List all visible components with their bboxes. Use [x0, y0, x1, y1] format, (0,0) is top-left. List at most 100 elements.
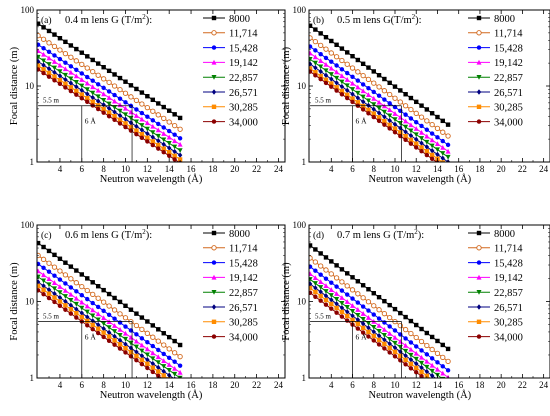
legend-label: 22,857: [494, 73, 523, 84]
data-point: [350, 54, 355, 59]
data-point: [52, 32, 57, 37]
data-point: [360, 304, 366, 309]
data-point: [37, 54, 41, 60]
data-point: [387, 336, 393, 342]
data-point: [381, 109, 387, 115]
x-tick-label: 10: [390, 380, 400, 390]
data-point: [387, 314, 393, 321]
data-point: [95, 82, 101, 87]
data-point: [128, 124, 134, 130]
data-point: [309, 255, 313, 261]
data-point: [376, 307, 382, 313]
data-point: [376, 322, 382, 328]
data-point: [318, 272, 323, 277]
data-point: [403, 137, 408, 143]
data-point: [37, 42, 41, 47]
legend-label: 11,714: [229, 29, 258, 40]
series-19142: [37, 48, 183, 147]
data-point: [309, 243, 313, 248]
x-tick-label: 12: [412, 164, 421, 174]
data-point: [376, 115, 382, 120]
data-point: [79, 71, 84, 76]
data-point: [57, 62, 63, 68]
data-point: [73, 73, 79, 79]
data-point: [345, 50, 350, 55]
legend-entry: 22,857: [468, 73, 523, 84]
data-point: [134, 353, 139, 359]
data-point: [414, 360, 419, 367]
data-point: [172, 144, 178, 150]
series-8000: [309, 23, 451, 127]
data-point: [392, 344, 398, 351]
data-point: [128, 349, 134, 355]
data-point: [313, 48, 318, 53]
data-point: [51, 280, 57, 285]
data-point: [177, 126, 183, 132]
legend-marker: [476, 104, 482, 109]
x-tick-label: 8: [372, 380, 377, 390]
data-point: [37, 268, 41, 274]
data-point: [100, 299, 107, 305]
data-point: [429, 122, 435, 128]
data-point: [366, 308, 371, 313]
data-point: [381, 332, 387, 338]
data-point: [445, 148, 451, 154]
legend-label: 15,428: [229, 258, 258, 269]
data-point: [144, 346, 150, 352]
legend-marker: [476, 334, 482, 339]
data-point: [37, 283, 41, 289]
series-30285: [37, 63, 183, 162]
data-point: [350, 99, 355, 105]
data-point: [371, 333, 376, 339]
data-point: [413, 126, 419, 131]
legend-marker: [476, 119, 482, 124]
data-point: [122, 330, 128, 336]
data-point: [323, 80, 329, 86]
data-point: [85, 54, 90, 59]
data-point: [366, 325, 371, 331]
data-point: [46, 295, 52, 301]
x-tick-label: 16: [187, 164, 197, 174]
data-point: [408, 106, 414, 113]
data-point: [318, 285, 324, 290]
x-tick-label: 10: [121, 164, 131, 174]
legend-entry: 30,285: [203, 103, 258, 114]
data-point: [408, 366, 414, 371]
data-point: [398, 332, 403, 337]
data-point: [111, 307, 118, 313]
data-point: [68, 297, 74, 303]
data-point: [90, 68, 96, 75]
data-point: [312, 60, 318, 66]
legend-label: 34,000: [229, 332, 258, 343]
data-point: [150, 369, 156, 375]
legend-entry: 22,857: [203, 73, 258, 84]
data-point: [46, 66, 52, 72]
data-point: [312, 281, 318, 286]
data-point: [376, 316, 382, 321]
data-point: [392, 354, 398, 359]
data-point: [425, 378, 429, 382]
data-point: [339, 67, 345, 72]
data-point: [424, 152, 430, 158]
data-point: [90, 94, 95, 101]
data-point: [339, 92, 345, 97]
data-point: [166, 141, 172, 146]
data-point: [41, 67, 46, 72]
data-point: [57, 303, 63, 309]
data-point: [313, 289, 318, 295]
data-point: [101, 287, 106, 293]
data-point: [355, 100, 361, 105]
data-point: [434, 350, 441, 357]
legend-marker: [211, 75, 217, 80]
data-point: [339, 267, 345, 272]
legend-marker: [476, 290, 482, 295]
data-point: [122, 105, 128, 111]
data-point: [79, 96, 84, 101]
panel-label: (a): [41, 15, 52, 26]
data-point: [112, 295, 117, 301]
data-point: [445, 154, 451, 160]
data-point: [334, 75, 340, 81]
data-point: [128, 109, 134, 115]
data-point: [57, 81, 63, 87]
